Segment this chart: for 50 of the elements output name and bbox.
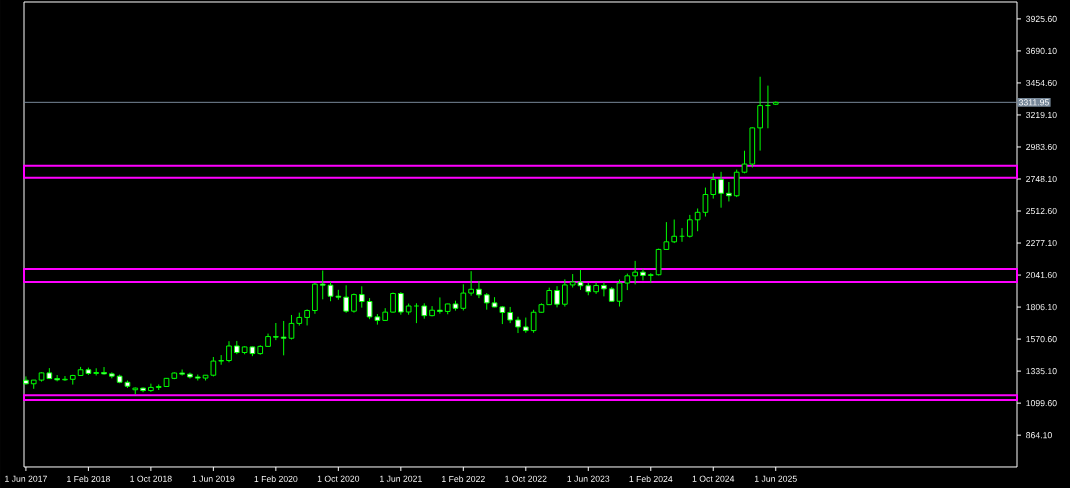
candlestick	[671, 219, 678, 244]
x-tick-label: 1 Oct 2024	[692, 475, 735, 482]
y-tick-label: 3925.60	[1026, 15, 1057, 22]
y-tick-label: 2512.60	[1026, 207, 1057, 215]
x-tick-label: 1 Oct 2018	[130, 475, 172, 482]
candlestick	[319, 270, 326, 300]
x-tick-label: 1 Oct 2020	[317, 475, 360, 482]
y-tick-label: 2983.60	[1026, 143, 1057, 151]
candlestick	[179, 369, 185, 376]
y-tick-label: 3454.60	[1026, 79, 1057, 87]
y-tick-label: 1806.10	[1026, 304, 1057, 311]
candlestick	[351, 293, 357, 314]
x-tick-label: 1 Jun 2025	[754, 475, 797, 482]
x-tick-label: 1 Jun 2019	[192, 475, 235, 482]
y-tick-label: 3690.10	[1026, 47, 1057, 54]
candlestick	[726, 181, 732, 202]
x-tick-label: 1 Feb 2024	[629, 475, 673, 483]
x-tick-label: 1 Jun 2023	[567, 475, 610, 482]
candlestick	[226, 340, 232, 363]
candlestick	[358, 285, 365, 309]
x-tick-label: 1 Feb 2022	[442, 475, 485, 483]
x-tick-label: 1 Feb 2020	[254, 475, 298, 483]
candlestick	[718, 171, 724, 209]
candlestick	[601, 281, 607, 297]
candlestick	[757, 76, 763, 152]
candlestick	[413, 302, 420, 324]
y-tick-label: 3219.10	[1026, 111, 1057, 119]
candlestick	[304, 308, 310, 326]
y-tick-label: 2748.10	[1026, 175, 1057, 183]
candlestick	[765, 85, 771, 129]
x-tick-label: 1 Jun 2017	[5, 475, 47, 482]
candlestick	[437, 296, 443, 315]
candlestick	[554, 285, 560, 308]
ref-line-label: 3311.95	[1018, 99, 1049, 106]
y-tick-label: 1570.60	[1026, 336, 1057, 343]
x-tick-label: 1 Jun 2021	[380, 475, 422, 482]
x-tick-label: 1 Oct 2022	[505, 475, 547, 482]
y-tick-label: 2277.10	[1026, 239, 1057, 247]
y-tick-label: 864.10	[1026, 432, 1052, 439]
candlestick	[148, 383, 154, 393]
candlestick	[640, 268, 646, 281]
y-tick-label: 2041.60	[1026, 272, 1057, 279]
candlestick	[273, 322, 279, 341]
candlestick	[476, 280, 482, 299]
candlestick	[101, 366, 107, 376]
y-tick-label: 1335.10	[1026, 368, 1057, 375]
x-tick-label: 1 Feb 2018	[67, 475, 110, 483]
candlestick	[343, 284, 349, 314]
y-tick-label: 1099.60	[1026, 400, 1057, 407]
candlestick	[397, 291, 404, 316]
